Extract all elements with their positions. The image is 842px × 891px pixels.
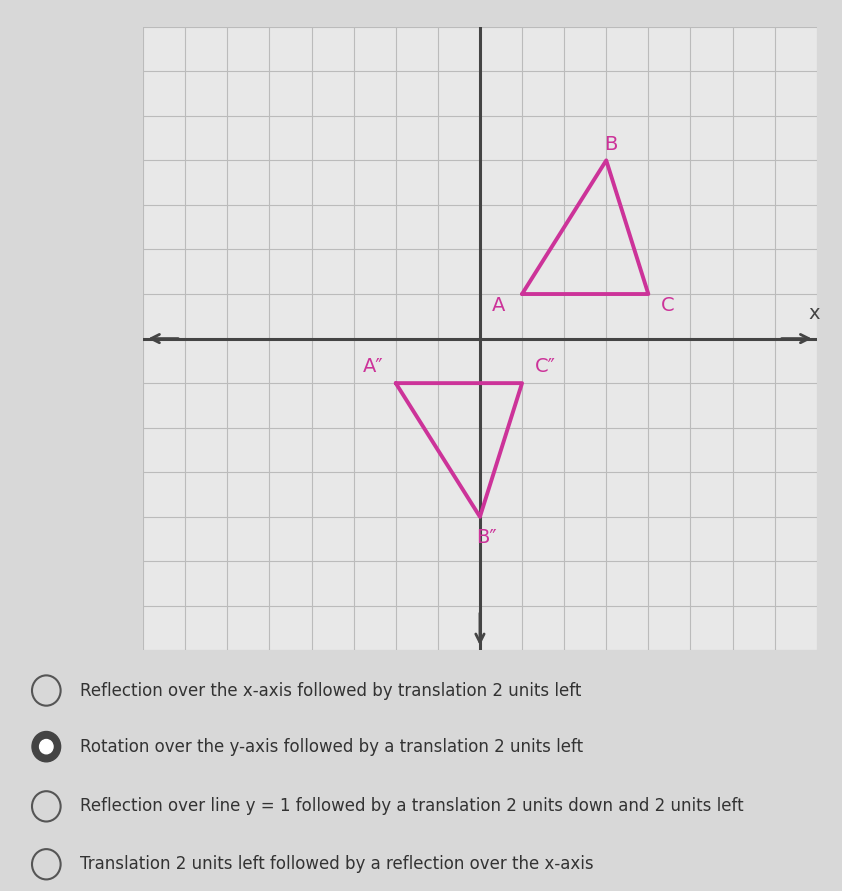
Text: Rotation over the y-axis followed by a translation 2 units left: Rotation over the y-axis followed by a t… <box>80 738 584 756</box>
Text: B″: B″ <box>476 527 497 547</box>
Text: Translation 2 units left followed by a reflection over the x-axis: Translation 2 units left followed by a r… <box>80 855 594 873</box>
Text: A: A <box>492 296 505 315</box>
Text: B: B <box>604 135 617 154</box>
Text: Reflection over the x-axis followed by translation 2 units left: Reflection over the x-axis followed by t… <box>80 682 581 699</box>
Text: C″: C″ <box>535 357 556 376</box>
Text: C: C <box>661 296 674 315</box>
Text: Reflection over line y = 1 followed by a translation 2 units down and 2 units le: Reflection over line y = 1 followed by a… <box>80 797 743 815</box>
Text: x: x <box>809 304 820 323</box>
Text: A″: A″ <box>363 357 383 376</box>
